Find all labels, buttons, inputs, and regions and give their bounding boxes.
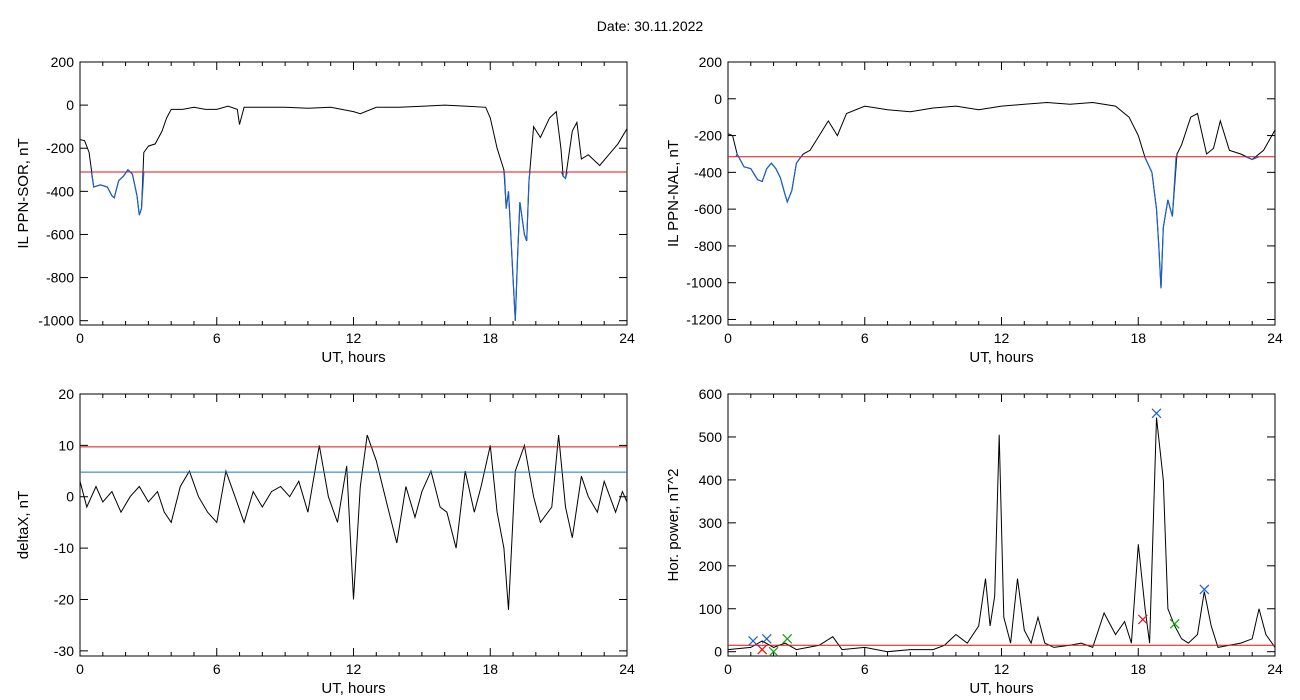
y-tick-label: -30 bbox=[54, 643, 74, 659]
x-tick-label: 24 bbox=[1267, 330, 1283, 346]
y-tick-label: -400 bbox=[46, 183, 74, 199]
x-tick-label: 24 bbox=[1267, 661, 1283, 677]
chart-panel-deltax: 0 6 12 18 24 20 10 0 -10 -20 -30 UT, hours deltaX, n… bbox=[15, 386, 635, 697]
series-line bbox=[80, 104, 627, 321]
y-tick-label: 200 bbox=[51, 54, 75, 70]
marker-green bbox=[782, 633, 793, 644]
x-tick-label: 6 bbox=[213, 330, 221, 346]
y-tick-label: 300 bbox=[699, 515, 723, 531]
y-axis-label: IL PPN-SOR, nT bbox=[15, 138, 32, 248]
y-axis-label: deltaX, nT bbox=[15, 491, 32, 559]
x-tick-label: 12 bbox=[346, 661, 362, 677]
x-tick-label: 18 bbox=[482, 330, 498, 346]
marker-blue bbox=[1151, 408, 1162, 419]
chart-panel-nal: 0 6 12 18 24 200 0 -200 -400 -600 -800 -1000 -1200 UT… bbox=[665, 54, 1283, 366]
plot-frame bbox=[79, 393, 628, 657]
x-axis-label: UT, hours bbox=[321, 349, 385, 366]
y-tick-label: -200 bbox=[694, 128, 722, 144]
y-tick-label: 500 bbox=[699, 429, 723, 445]
highlight-segment bbox=[503, 171, 531, 321]
marker-red bbox=[757, 644, 768, 655]
y-tick-label: 10 bbox=[58, 437, 74, 453]
plot-frame bbox=[79, 61, 628, 326]
y-tick-label: 0 bbox=[714, 91, 722, 107]
y-tick-label: -600 bbox=[46, 226, 74, 242]
y-tick-label: -400 bbox=[694, 164, 722, 180]
plot-frame bbox=[727, 61, 1276, 326]
y-tick-label: -800 bbox=[46, 270, 74, 286]
x-tick-label: 0 bbox=[76, 661, 84, 677]
marker-stroke bbox=[761, 633, 772, 644]
highlight-segment bbox=[1245, 156, 1260, 161]
x-tick-label: 0 bbox=[76, 330, 84, 346]
x-tick-label: 18 bbox=[1130, 330, 1146, 346]
marker-stroke bbox=[782, 633, 793, 644]
y-tick-label: 0 bbox=[66, 489, 74, 505]
marker-green bbox=[768, 646, 779, 657]
marker-green bbox=[1169, 618, 1180, 629]
marker-stroke bbox=[748, 636, 758, 646]
x-tick-label: 6 bbox=[213, 661, 221, 677]
x-tick-label: 24 bbox=[619, 661, 635, 677]
x-axis-label: UT, hours bbox=[321, 680, 385, 697]
x-tick-label: 12 bbox=[994, 661, 1010, 677]
series-line bbox=[728, 101, 1275, 289]
marker-stroke bbox=[1199, 584, 1210, 595]
marker-stroke bbox=[1169, 618, 1180, 629]
marker-stroke bbox=[1151, 408, 1162, 419]
y-tick-label: -600 bbox=[694, 201, 722, 217]
x-tick-label: 6 bbox=[861, 330, 869, 346]
y-axis-label: IL PPN-NAL, nT bbox=[665, 140, 682, 247]
highlight-segment bbox=[90, 168, 145, 216]
y-tick-label: -1200 bbox=[686, 311, 722, 327]
highlight-segment bbox=[735, 152, 802, 204]
marker-blue bbox=[761, 633, 772, 644]
marker-stroke bbox=[757, 644, 768, 655]
highlight-segment bbox=[560, 171, 568, 180]
chart-panel-power: 0 6 12 18 24 600 500 400 300 200 100 0 UT, hours Hor.… bbox=[665, 386, 1283, 697]
highlight-segment bbox=[1144, 156, 1177, 289]
x-tick-label: 18 bbox=[482, 661, 498, 677]
chart-panel-sor: 0 6 12 18 24 200 0 -200 -400 -600 -800 -1000 UT, hou… bbox=[15, 54, 635, 366]
marker-blue bbox=[748, 636, 758, 646]
marker-stroke bbox=[768, 646, 779, 657]
y-axis-label: Hor. power, nT^2 bbox=[665, 469, 682, 582]
x-tick-label: 24 bbox=[619, 330, 635, 346]
y-tick-label: -800 bbox=[694, 238, 722, 254]
y-tick-label: -200 bbox=[46, 140, 74, 156]
y-tick-label: 20 bbox=[58, 386, 74, 402]
y-tick-label: -1000 bbox=[38, 313, 74, 329]
x-tick-label: 0 bbox=[724, 330, 732, 346]
y-tick-label: -10 bbox=[54, 540, 74, 556]
x-tick-label: 18 bbox=[1130, 661, 1146, 677]
series-line bbox=[728, 417, 1275, 653]
marker-red bbox=[1137, 614, 1148, 625]
marker-blue bbox=[1199, 584, 1210, 595]
x-tick-label: 12 bbox=[346, 330, 362, 346]
x-axis-label: UT, hours bbox=[969, 349, 1033, 366]
x-tick-label: 6 bbox=[861, 661, 869, 677]
marker-stroke bbox=[1137, 614, 1148, 625]
y-tick-label: 0 bbox=[714, 644, 722, 660]
y-tick-label: -1000 bbox=[686, 275, 722, 291]
y-tick-label: -20 bbox=[54, 591, 74, 607]
y-tick-label: 0 bbox=[66, 97, 74, 113]
y-tick-label: 100 bbox=[699, 601, 723, 617]
x-tick-label: 12 bbox=[994, 330, 1010, 346]
y-tick-label: 600 bbox=[699, 386, 723, 402]
page-title: Date: 30.11.2022 bbox=[596, 18, 704, 34]
x-tick-label: 0 bbox=[724, 661, 732, 677]
series-line bbox=[80, 434, 627, 610]
y-tick-label: 200 bbox=[699, 558, 723, 574]
x-axis-label: UT, hours bbox=[969, 680, 1033, 697]
y-tick-label: 200 bbox=[699, 54, 723, 70]
y-tick-label: 400 bbox=[699, 472, 723, 488]
